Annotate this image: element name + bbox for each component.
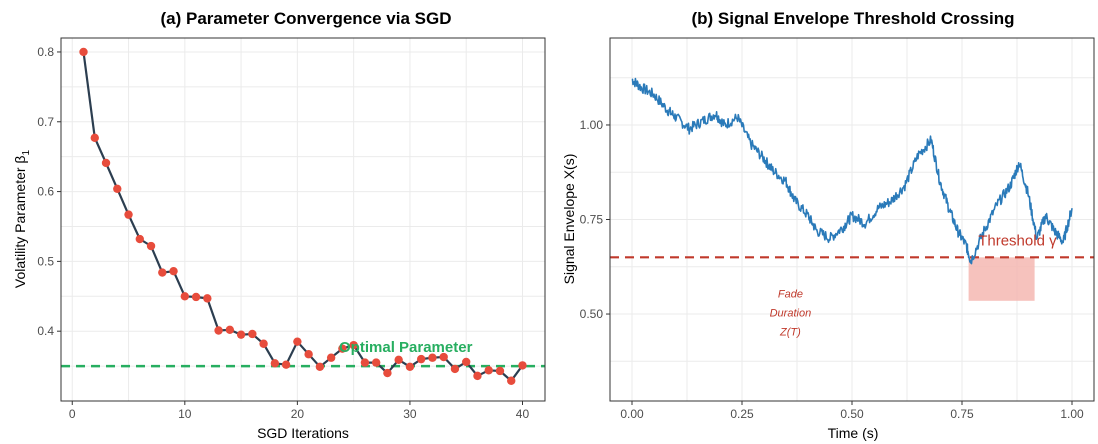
b-ytick-label: 1.00 xyxy=(580,118,604,132)
a-xtick-label: 30 xyxy=(403,407,417,421)
sgd-data-point xyxy=(495,366,505,376)
sgd-data-point xyxy=(113,184,122,193)
sgd-data-point xyxy=(180,292,190,301)
sgd-data-point xyxy=(169,266,178,276)
sgd-data-point xyxy=(191,292,201,302)
fade-duration-region xyxy=(968,257,1035,301)
sgd-data-point xyxy=(293,337,302,346)
panel-b-title: (b) Signal Envelope Threshold Crossing xyxy=(691,9,1014,28)
sgd-data-point xyxy=(383,368,392,378)
panel-a-xlabel: SGD Iterations xyxy=(257,425,349,441)
panel-a-frame xyxy=(60,37,546,402)
sgd-data-point xyxy=(236,330,246,339)
sgd-data-point xyxy=(124,210,133,219)
sgd-data-point xyxy=(416,354,426,364)
signal-envelope-line xyxy=(631,77,1073,265)
b-xtick-label: 0.75 xyxy=(950,407,974,421)
threshold-label: Threshold γ xyxy=(978,232,1057,249)
sgd-data-point xyxy=(158,268,167,277)
sgd-series-line xyxy=(82,51,524,382)
b-xtick-label: 0.25 xyxy=(730,407,754,421)
sgd-data-point xyxy=(90,133,99,143)
sgd-data-point xyxy=(450,364,460,374)
panel-a-ticks: 0 10 20 30 40 0.4 0.5 0.6 0.7 0.8 xyxy=(37,45,529,421)
panel-b-ylabel: Signal Envelope X(s) xyxy=(561,154,577,285)
sgd-data-point xyxy=(248,329,257,339)
sgd-data-point xyxy=(439,352,448,362)
b-xtick-label: 0.50 xyxy=(840,407,864,421)
sgd-data-point xyxy=(405,362,415,371)
panel-a-plot-area: Optimal Parameter xyxy=(61,47,545,385)
panel-a-ylabel-subscript: 1 xyxy=(21,150,32,156)
sgd-data-point xyxy=(259,339,268,348)
sgd-data-point xyxy=(507,376,516,385)
sgd-data-point xyxy=(79,47,88,57)
sgd-data-point xyxy=(304,350,313,359)
panel-b: (b) Signal Envelope Threshold Crossing T… xyxy=(561,9,1095,441)
fade-duration-annotation: Duration xyxy=(770,308,812,320)
panel-a: (a) Parameter Convergence via SGD Optima… xyxy=(12,9,546,441)
sgd-data-point xyxy=(462,357,471,367)
sgd-data-point xyxy=(394,355,403,365)
panel-b-xlabel: Time (s) xyxy=(828,425,879,441)
panel-b-ticks: 0.00 0.25 0.50 0.75 1.00 0.50 0.75 1.00 xyxy=(580,118,1084,421)
sgd-data-point xyxy=(315,362,325,371)
a-ytick-label: 0.6 xyxy=(37,185,54,199)
panel-a-ylabel-main: Volatility Parameter β xyxy=(12,156,28,289)
sgd-data-point xyxy=(473,371,482,381)
a-xtick-label: 20 xyxy=(291,407,305,421)
sgd-data-point xyxy=(281,360,291,369)
b-ytick-label: 0.50 xyxy=(580,307,604,321)
a-xtick-label: 10 xyxy=(178,407,192,421)
sgd-data-point xyxy=(146,241,156,251)
sgd-data-point xyxy=(326,353,336,362)
sgd-data-point xyxy=(203,294,212,303)
a-ytick-label: 0.5 xyxy=(37,254,54,268)
panel-a-gridlines xyxy=(61,38,545,401)
sgd-data-point xyxy=(225,325,235,334)
fade-duration-annotation: Z(T) xyxy=(779,327,801,339)
sgd-data-point xyxy=(360,358,370,367)
a-ytick-label: 0.7 xyxy=(37,115,54,129)
sgd-data-point xyxy=(214,326,223,335)
panel-b-plot-area: Threshold γ Fade Duration Z(T) xyxy=(610,77,1094,339)
fade-duration-annotation: Fade xyxy=(778,289,803,301)
sgd-data-point xyxy=(270,359,280,368)
sgd-data-point xyxy=(101,158,111,168)
b-xtick-label: 0.00 xyxy=(620,407,644,421)
b-xtick-label: 1.00 xyxy=(1060,407,1084,421)
sgd-data-point xyxy=(349,340,358,350)
optimal-parameter-label: Optimal Parameter xyxy=(339,339,473,356)
sgd-data-point xyxy=(428,353,437,362)
sgd-data-point xyxy=(135,234,144,244)
panel-a-title: (a) Parameter Convergence via SGD xyxy=(160,9,451,28)
panel-a-ylabel: Volatility Parameter β1 xyxy=(12,150,32,289)
sgd-data-point xyxy=(518,361,527,370)
a-xtick-label: 0 xyxy=(69,407,76,421)
a-ytick-label: 0.4 xyxy=(37,324,54,338)
panel-b-gridlines xyxy=(610,38,1094,401)
a-ytick-label: 0.8 xyxy=(37,45,54,59)
sgd-data-point xyxy=(371,358,381,367)
sgd-data-point xyxy=(484,366,493,375)
a-xtick-label: 40 xyxy=(516,407,530,421)
b-ytick-label: 0.75 xyxy=(580,213,604,227)
sgd-data-point xyxy=(338,344,347,353)
